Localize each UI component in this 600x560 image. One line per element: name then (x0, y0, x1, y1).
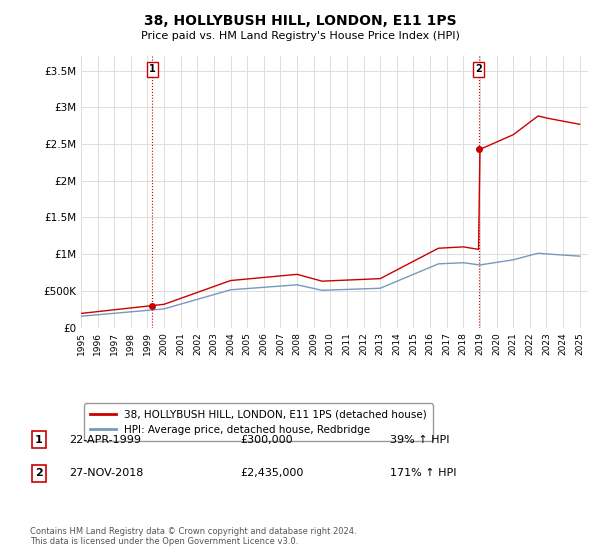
Text: 2: 2 (35, 468, 43, 478)
Text: 38, HOLLYBUSH HILL, LONDON, E11 1PS: 38, HOLLYBUSH HILL, LONDON, E11 1PS (143, 14, 457, 28)
Text: Contains HM Land Registry data © Crown copyright and database right 2024.
This d: Contains HM Land Registry data © Crown c… (30, 526, 356, 546)
Text: 1: 1 (35, 435, 43, 445)
Text: 27-NOV-2018: 27-NOV-2018 (69, 468, 143, 478)
Text: 1: 1 (149, 64, 156, 74)
Text: 2: 2 (475, 64, 482, 74)
Text: 22-APR-1999: 22-APR-1999 (69, 435, 141, 445)
Text: Price paid vs. HM Land Registry's House Price Index (HPI): Price paid vs. HM Land Registry's House … (140, 31, 460, 41)
Text: £2,435,000: £2,435,000 (240, 468, 304, 478)
Text: 39% ↑ HPI: 39% ↑ HPI (390, 435, 449, 445)
Text: 171% ↑ HPI: 171% ↑ HPI (390, 468, 457, 478)
Legend: 38, HOLLYBUSH HILL, LONDON, E11 1PS (detached house), HPI: Average price, detach: 38, HOLLYBUSH HILL, LONDON, E11 1PS (det… (83, 403, 433, 441)
Text: £300,000: £300,000 (240, 435, 293, 445)
